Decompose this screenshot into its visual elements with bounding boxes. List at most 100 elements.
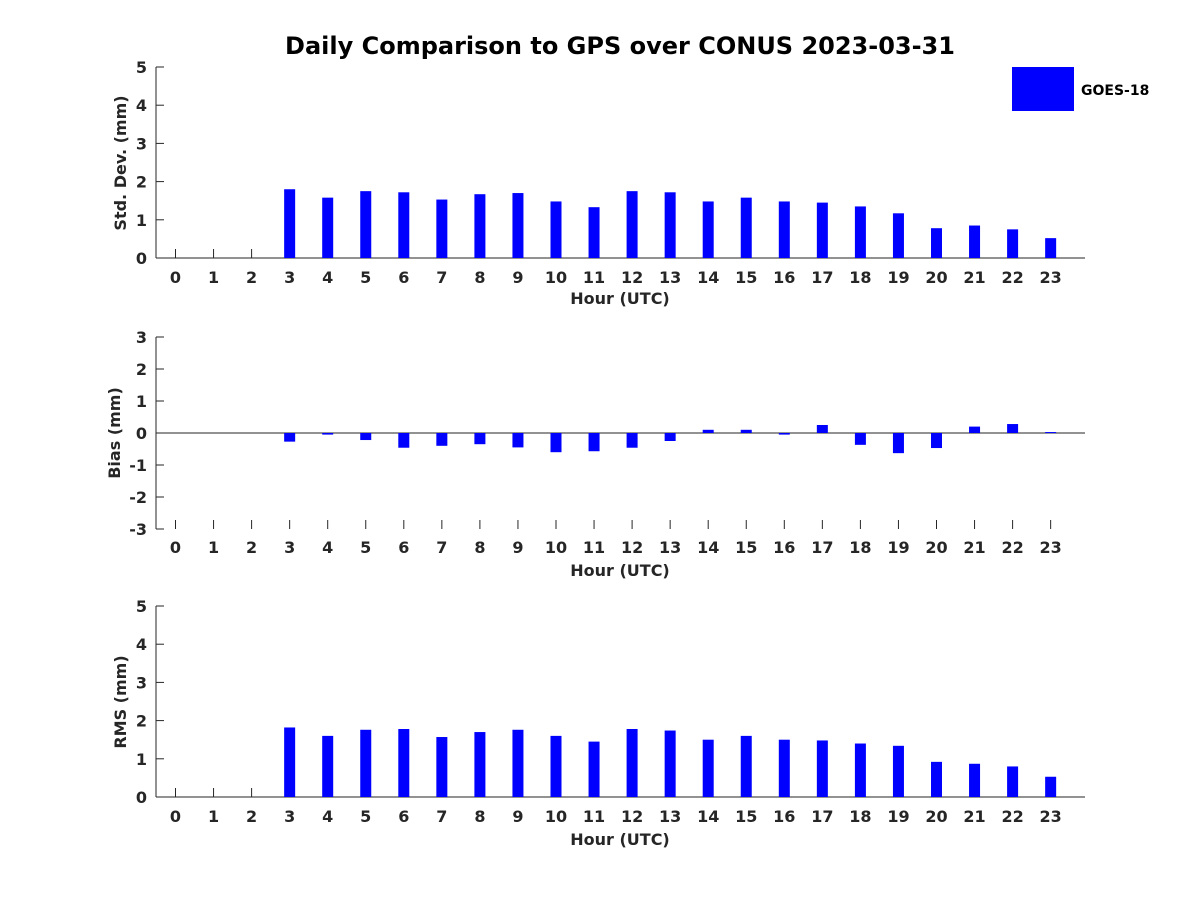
x-tick-label: 19 — [887, 807, 909, 826]
bar — [854, 433, 866, 445]
bar — [512, 433, 524, 448]
x-tick-label: 6 — [398, 538, 409, 557]
x-tick-label: 10 — [545, 538, 567, 557]
y-axis-label: Std. Dev. (mm) — [111, 95, 130, 230]
bar — [931, 433, 942, 449]
x-tick-label: 9 — [512, 807, 523, 826]
bar — [512, 193, 524, 258]
y-axis-label: Bias (mm) — [105, 387, 124, 479]
bar — [892, 433, 904, 454]
x-tick-label: 20 — [925, 807, 947, 826]
y-tick-label: 2 — [136, 712, 147, 731]
bar — [588, 433, 600, 452]
x-tick-label: 15 — [735, 268, 757, 287]
y-tick-label: 2 — [136, 360, 147, 379]
x-tick-label: 4 — [322, 538, 333, 557]
bar — [1007, 424, 1019, 433]
x-tick-label: 22 — [1001, 268, 1023, 287]
bar — [1045, 432, 1057, 434]
x-tick-label: 9 — [512, 268, 523, 287]
y-tick-label: 1 — [136, 750, 147, 769]
bar — [816, 425, 828, 433]
x-tick-label: 10 — [545, 268, 567, 287]
bar — [702, 739, 714, 797]
bar — [892, 745, 904, 797]
x-tick-label: 16 — [773, 807, 795, 826]
bar — [816, 202, 828, 258]
bar — [588, 207, 600, 258]
bar — [322, 433, 334, 435]
y-tick-label: 0 — [136, 249, 147, 268]
x-tick-label: 13 — [659, 538, 681, 557]
x-tick-label: 21 — [963, 538, 985, 557]
bar — [854, 743, 866, 797]
bar — [474, 194, 486, 258]
x-tick-label: 20 — [925, 538, 947, 557]
bar — [664, 730, 676, 797]
bar — [436, 433, 448, 446]
figure-title: Daily Comparison to GPS over CONUS 2023-… — [285, 32, 955, 60]
y-tick-label: 0 — [136, 424, 147, 443]
x-tick-label: 21 — [963, 268, 985, 287]
bar — [474, 732, 486, 797]
y-tick-label: 3 — [136, 134, 147, 153]
y-tick-label: 4 — [136, 635, 147, 654]
bar — [778, 201, 790, 258]
bar — [360, 729, 372, 797]
x-tick-label: 9 — [512, 538, 523, 557]
bar — [512, 729, 524, 797]
x-tick-label: 1 — [208, 538, 219, 557]
bar — [322, 197, 334, 258]
x-tick-label: 12 — [621, 807, 643, 826]
bar — [702, 201, 714, 258]
bar — [550, 735, 562, 797]
x-tick-label: 17 — [811, 538, 833, 557]
x-tick-label: 21 — [963, 807, 985, 826]
bar — [1007, 766, 1019, 797]
x-tick-label: 6 — [398, 807, 409, 826]
x-tick-label: 20 — [925, 268, 947, 287]
bar — [626, 191, 638, 258]
y-tick-label: 3 — [136, 673, 147, 692]
bar — [1045, 776, 1057, 797]
x-tick-label: 7 — [436, 807, 447, 826]
bar — [398, 192, 410, 258]
bar — [550, 433, 562, 453]
bar — [740, 197, 752, 258]
x-tick-label: 23 — [1040, 538, 1062, 557]
y-axis-label: RMS (mm) — [111, 655, 130, 748]
x-tick-label: 3 — [284, 268, 295, 287]
x-tick-label: 0 — [170, 538, 181, 557]
x-axis-label: Hour (UTC) — [570, 830, 670, 849]
x-tick-label: 7 — [436, 538, 447, 557]
x-tick-label: 1 — [208, 807, 219, 826]
x-tick-label: 10 — [545, 807, 567, 826]
y-tick-label: 1 — [136, 211, 147, 230]
y-tick-label: 4 — [136, 96, 147, 115]
x-tick-label: 11 — [583, 268, 605, 287]
bar — [778, 739, 790, 797]
y-tick-label: 1 — [136, 392, 147, 411]
x-tick-label: 8 — [474, 268, 485, 287]
legend-swatch — [1012, 67, 1074, 111]
x-tick-label: 4 — [322, 807, 333, 826]
x-tick-label: 0 — [170, 807, 181, 826]
bar — [931, 761, 942, 797]
y-tick-label: 5 — [136, 597, 147, 616]
x-axis-label: Hour (UTC) — [570, 561, 670, 580]
x-tick-label: 14 — [697, 807, 719, 826]
bar — [626, 433, 638, 448]
x-tick-label: 17 — [811, 807, 833, 826]
bar — [740, 429, 752, 433]
bar — [931, 228, 942, 258]
bar — [664, 192, 676, 258]
x-tick-label: 14 — [697, 268, 719, 287]
x-tick-label: 5 — [360, 268, 371, 287]
bar — [550, 201, 562, 258]
bar — [360, 191, 372, 258]
x-tick-label: 6 — [398, 268, 409, 287]
x-tick-label: 12 — [621, 538, 643, 557]
bar — [322, 735, 334, 797]
